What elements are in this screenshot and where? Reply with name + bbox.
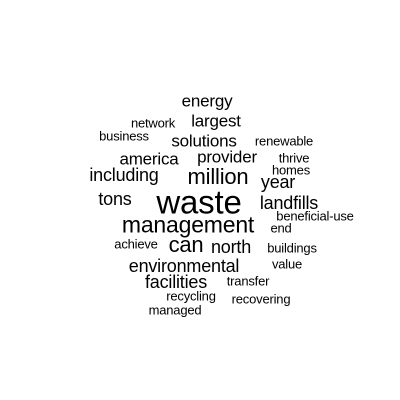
word-management: management — [121, 211, 255, 238]
word-network: network — [130, 115, 176, 131]
word-landfills: landfills — [259, 193, 319, 213]
word-largest: largest — [191, 111, 241, 131]
word-beneficial-use: beneficial-use — [276, 208, 354, 224]
word-north: north — [210, 237, 252, 257]
word-managed: managed — [148, 302, 202, 318]
word-recovering: recovering — [231, 291, 291, 307]
word-provider: provider — [197, 147, 257, 167]
word-business: business — [99, 128, 149, 144]
word-million: million — [187, 164, 249, 189]
word-value: value — [271, 256, 303, 272]
word-tons: tons — [98, 189, 132, 209]
word-including: including — [89, 165, 159, 185]
word-year: year — [260, 172, 296, 192]
word-homes: homes — [271, 162, 311, 178]
word-america: america — [119, 149, 179, 169]
word-can: can — [168, 232, 204, 257]
word-end: end — [270, 220, 292, 236]
word-recycling: recycling — [166, 288, 216, 304]
word-buildings: buildings — [267, 240, 317, 256]
word-solutions: solutions — [171, 131, 237, 151]
word-environmental: environmental — [128, 256, 240, 276]
word-transfer: transfer — [226, 273, 270, 289]
word-facilities: facilities — [144, 272, 208, 292]
word-renewable: renewable — [254, 133, 314, 149]
word-energy: energy — [181, 91, 233, 111]
word-achieve: achieve — [114, 236, 158, 252]
word-thrive: thrive — [278, 150, 310, 166]
word-waste: waste — [156, 183, 242, 221]
